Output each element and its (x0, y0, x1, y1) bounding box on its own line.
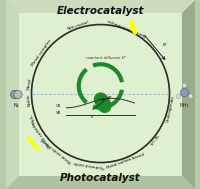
Text: MoS₂: MoS₂ (29, 112, 37, 124)
Text: Electrocatalyst: Electrocatalyst (56, 6, 144, 16)
Text: Metal sulfide-based: Metal sulfide-based (105, 152, 144, 170)
Text: reactant diffusion H⁺: reactant diffusion H⁺ (85, 56, 126, 60)
Text: CB: CB (55, 104, 61, 108)
Text: Metal: Metal (26, 77, 32, 90)
Text: Noble: Noble (26, 93, 31, 106)
Text: Metal oxide-based: Metal oxide-based (40, 137, 72, 163)
Text: Photocatalyst: Photocatalyst (60, 173, 140, 183)
Text: Chalcogenide: Chalcogenide (165, 94, 175, 122)
Bar (19, 13, 181, 176)
Text: e⁻: e⁻ (162, 42, 167, 47)
Text: Non-metal: Non-metal (67, 20, 89, 31)
Text: Metal carbide: Metal carbide (31, 121, 52, 148)
Text: Hydrated oxide: Hydrated oxide (73, 160, 105, 169)
Circle shape (188, 94, 192, 98)
Polygon shape (6, 176, 194, 189)
Circle shape (14, 90, 22, 99)
Text: h⁺: h⁺ (90, 115, 95, 119)
Polygon shape (123, 86, 124, 95)
Circle shape (175, 94, 180, 98)
Circle shape (11, 90, 19, 99)
Text: VB: VB (55, 111, 61, 115)
Polygon shape (81, 101, 88, 108)
Text: N₂: N₂ (14, 103, 19, 108)
Text: e⁻: e⁻ (108, 96, 113, 100)
Polygon shape (181, 0, 194, 189)
Text: Natural biocatalyst: Natural biocatalyst (107, 17, 147, 36)
Polygon shape (6, 0, 19, 189)
Polygon shape (93, 92, 111, 113)
Circle shape (180, 88, 188, 97)
Text: Metal complex: Metal complex (31, 38, 52, 67)
Text: g-C₃N₄: g-C₃N₄ (149, 133, 161, 146)
Circle shape (181, 83, 186, 88)
Polygon shape (87, 62, 96, 65)
Polygon shape (6, 0, 194, 13)
Text: NH₃: NH₃ (179, 103, 188, 108)
